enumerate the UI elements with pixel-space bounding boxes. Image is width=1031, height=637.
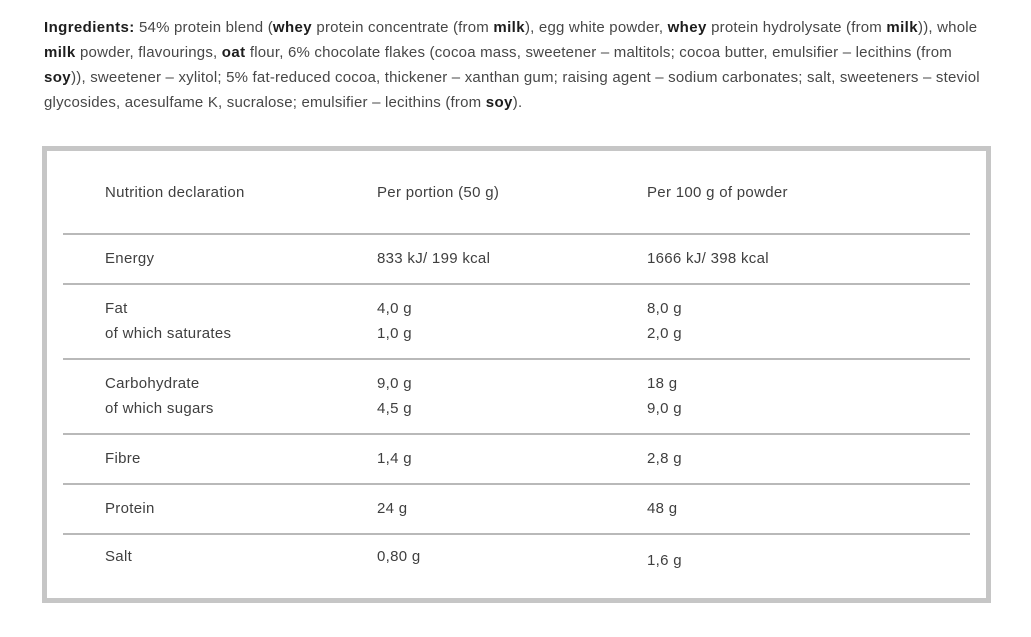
protein-portion-value: 24 g: [377, 499, 408, 517]
row-sublabel-saturates: of which saturates: [105, 324, 232, 342]
row-label-carbohydrate: Carbohydrate: [105, 374, 200, 392]
header-per-portion: Per portion (50 g): [377, 183, 500, 201]
fibre-portion-value: 1,4 g: [377, 449, 412, 467]
table-row-salt: Salt 0,80 g 1,6 g: [47, 533, 986, 598]
header-nutrition-declaration: Nutrition declaration: [105, 183, 245, 201]
carbohydrate-per100-value: 18 g: [647, 374, 678, 392]
sugars-portion-value: 4,5 g: [377, 399, 412, 417]
energy-portion-value: 833 kJ/ 199 kcal: [377, 249, 491, 267]
row-label-fibre: Fibre: [105, 449, 141, 467]
ingredients-text: Ingredients: 54% protein blend (whey pro…: [44, 19, 980, 111]
table-row-fibre: Fibre 1,4 g 2,8 g: [47, 433, 986, 483]
table-row-carbohydrate: Carbohydrate 9,0 g 18 g of which sugars …: [47, 358, 986, 433]
row-label-salt: Salt: [105, 548, 133, 565]
salt-per100-value: 1,6 g: [647, 552, 682, 569]
table-row-energy: Energy 833 kJ/ 199 kcal 1666 kJ/ 398 kca…: [47, 233, 986, 283]
nutrition-table: Nutrition declaration Per portion (50 g)…: [42, 146, 991, 603]
saturates-portion-value: 1,0 g: [377, 324, 412, 342]
table-row-protein: Protein 24 g 48 g: [47, 483, 986, 533]
row-label-fat: Fat: [105, 299, 128, 317]
header-per-100g: Per 100 g of powder: [647, 183, 788, 201]
row-label-protein: Protein: [105, 499, 155, 517]
protein-per100-value: 48 g: [647, 499, 678, 517]
row-label-energy: Energy: [105, 249, 155, 267]
fibre-per100-value: 2,8 g: [647, 449, 682, 467]
carbohydrate-portion-value: 9,0 g: [377, 374, 412, 392]
saturates-per100-value: 2,0 g: [647, 324, 682, 342]
salt-portion-value: 0,80 g: [377, 548, 421, 565]
fat-portion-value: 4,0 g: [377, 299, 412, 317]
sugars-per100-value: 9,0 g: [647, 399, 682, 417]
fat-per100-value: 8,0 g: [647, 299, 682, 317]
row-sublabel-sugars: of which sugars: [105, 399, 214, 417]
table-row-fat: Fat 4,0 g 8,0 g of which saturates 1,0 g…: [47, 283, 986, 358]
table-header-row: Nutrition declaration Per portion (50 g)…: [47, 151, 986, 233]
energy-per100-value: 1666 kJ/ 398 kcal: [647, 249, 769, 267]
